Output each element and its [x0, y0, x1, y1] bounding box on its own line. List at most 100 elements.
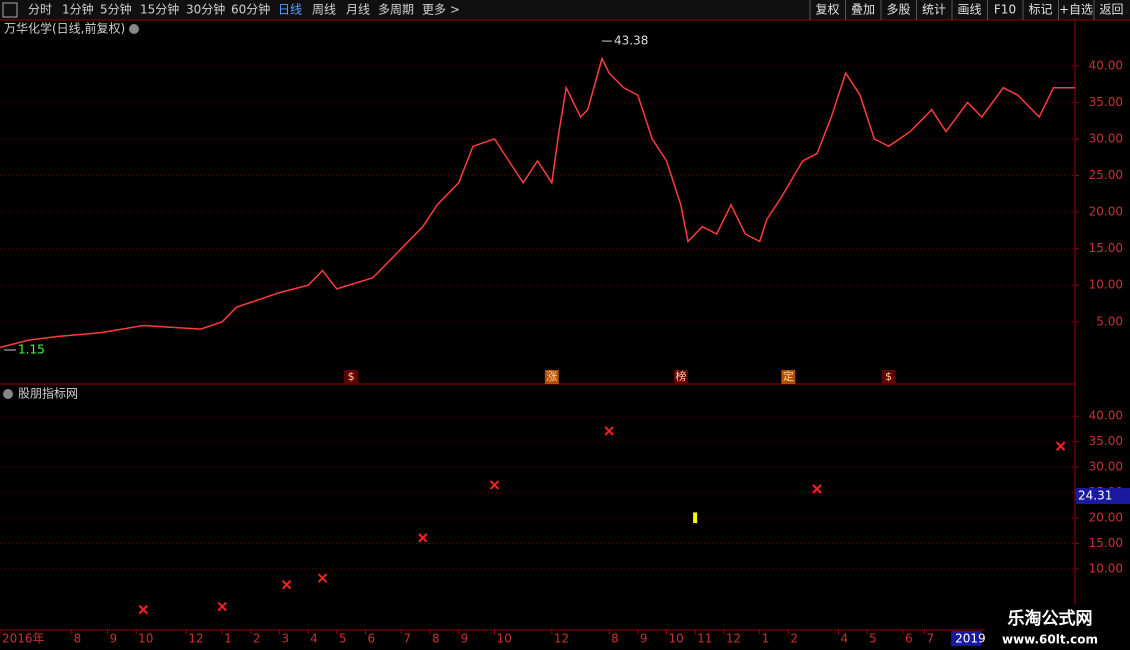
toolbar-button[interactable]: 叠加 — [851, 3, 875, 17]
toolbar-button[interactable]: 多股 — [886, 3, 910, 17]
x-tick-label: 4 — [310, 632, 318, 646]
x-tick-label: 4 — [841, 632, 849, 646]
x-tick-label: 11 — [697, 632, 712, 646]
event-label: 定 — [783, 369, 794, 383]
x-tick-label: 12 — [554, 632, 569, 646]
x-tick-label: 1 — [762, 632, 770, 646]
x-tick-label: 10 — [669, 632, 684, 646]
x-tick-label: 2016年 — [2, 632, 45, 646]
toolbar-tab[interactable]: 15分钟 — [140, 2, 179, 17]
toolbar-tab[interactable]: 5分钟 — [100, 2, 132, 17]
x-tick-label: 2 — [790, 632, 798, 646]
y-tick-label: 30.00 — [1089, 131, 1123, 145]
x-tick-label: 5 — [339, 632, 347, 646]
x-tick-label: 8 — [611, 632, 619, 646]
y-tick-label: 25.00 — [1089, 168, 1123, 182]
price-title: 万华化学(日线,前复权) — [4, 21, 125, 36]
cross-marker — [489, 480, 500, 490]
x-tick-label: 9 — [110, 632, 118, 646]
y-tick-label: 15.00 — [1089, 241, 1123, 255]
x-year-box — [951, 631, 982, 646]
y-tick-label: 40.00 — [1089, 409, 1123, 423]
cross-marker — [418, 533, 428, 543]
toolbar-button[interactable]: 返回 — [1099, 3, 1123, 17]
toolbar-tab[interactable]: 更多 > — [422, 3, 460, 17]
menu-icon[interactable] — [2, 2, 18, 18]
indicator-toggle[interactable] — [3, 389, 13, 399]
x-tick-label: 7 — [927, 632, 935, 646]
x-tick-label: 6 — [368, 632, 376, 646]
event-label: $ — [348, 370, 355, 383]
event-badge[interactable] — [544, 370, 559, 384]
title-toggle[interactable] — [129, 24, 139, 34]
current-value: 24.31 — [1078, 489, 1112, 503]
cross-marker — [138, 604, 149, 615]
x-tick-label: 7 — [403, 632, 411, 646]
toolbar-tab[interactable]: 分时 — [28, 3, 52, 17]
cross-marker — [217, 601, 227, 612]
x-tick-label: 10 — [497, 632, 512, 646]
toolbar-button[interactable]: 标记 — [1028, 3, 1052, 17]
toolbar-tab[interactable]: 多周期 — [378, 3, 414, 17]
y-tick-label: 5.00 — [1096, 314, 1123, 328]
x-tick-label: 10 — [138, 632, 153, 646]
toolbar-bg — [0, 0, 1130, 20]
event-badge[interactable] — [881, 370, 896, 384]
cross-marker — [281, 579, 292, 590]
price-line — [0, 56, 1075, 349]
toolbar-tab[interactable]: 1分钟 — [62, 2, 94, 17]
x-tick-label: 3 — [282, 632, 290, 646]
current-value-box — [1076, 488, 1130, 505]
event-label: $ — [885, 370, 892, 383]
y-tick-label: 10.00 — [1089, 561, 1123, 575]
cross-marker — [812, 484, 822, 494]
cross-marker — [1055, 441, 1066, 451]
x-tick-label: 9 — [461, 632, 469, 646]
x-tick-label: 12 — [726, 632, 741, 646]
x-tick-label: 2 — [253, 632, 261, 646]
x-tick-label: 6 — [905, 632, 913, 646]
event-label: 涨 — [546, 370, 557, 383]
event-label: 榜 — [675, 369, 686, 383]
cross-marker — [317, 573, 328, 583]
x-tick-label: 8 — [74, 632, 82, 646]
y-tick-label: 30.00 — [1089, 460, 1123, 474]
x-tick-label: 1 — [224, 632, 232, 646]
watermark-bg — [985, 604, 1130, 650]
y-tick-label: 35.00 — [1089, 95, 1123, 109]
watermark-name: 乐淘公式网 — [1008, 608, 1093, 629]
event-badge[interactable] — [673, 370, 688, 384]
toolbar-tab[interactable]: 60分钟 — [231, 2, 270, 17]
y-tick-label: 35.00 — [1089, 434, 1123, 448]
watermark-url: www.60lt.com — [1002, 633, 1098, 647]
toolbar-tab[interactable]: 月线 — [346, 3, 370, 17]
x-tick-label: 12 — [188, 632, 203, 646]
x-tick-label: 2019 — [955, 632, 986, 646]
y-tick-label: 20.00 — [1089, 205, 1123, 219]
low-label: 1.15 — [18, 342, 45, 356]
toolbar-tab[interactable]: 周线 — [312, 3, 336, 17]
toolbar-button[interactable]: 复权 — [815, 3, 839, 17]
toolbar-button[interactable]: +自选 — [1059, 3, 1093, 17]
x-tick-label: 8 — [432, 632, 440, 646]
y-tick-label: 40.00 — [1089, 58, 1123, 72]
cross-marker — [604, 426, 614, 436]
event-badge[interactable] — [781, 370, 796, 384]
toolbar-button[interactable]: 统计 — [922, 3, 946, 17]
event-badge[interactable] — [344, 370, 359, 384]
indicator-title: 股朋指标网 — [18, 386, 78, 401]
high-label: 43.38 — [614, 34, 648, 48]
x-axis-bg — [0, 630, 1130, 650]
toolbar-tab[interactable]: 30分钟 — [186, 2, 225, 17]
toolbar-tab[interactable]: 日线 — [278, 3, 302, 17]
x-tick-label: 9 — [640, 632, 648, 646]
x-tick-label: 5 — [869, 632, 877, 646]
toolbar-button[interactable]: 画线 — [957, 3, 981, 17]
signal-bar — [693, 512, 698, 524]
toolbar-button[interactable]: F10 — [994, 3, 1016, 17]
y-tick-label: 10.00 — [1089, 278, 1123, 292]
y-tick-label: 20.00 — [1089, 511, 1123, 525]
y-tick-label: 15.00 — [1089, 536, 1123, 550]
